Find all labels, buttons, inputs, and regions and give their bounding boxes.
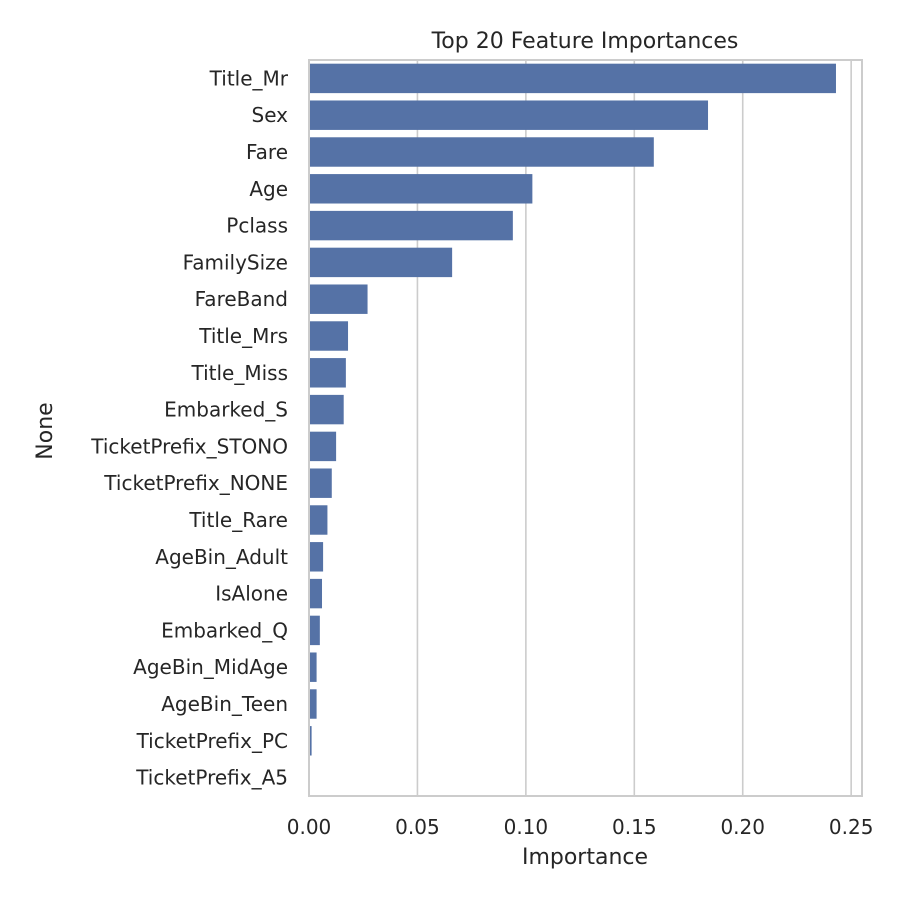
x-axis-label: Importance bbox=[522, 845, 648, 870]
bar bbox=[309, 726, 312, 756]
bar bbox=[309, 468, 332, 498]
bar bbox=[309, 578, 323, 609]
y-tick-label: Title_Miss bbox=[190, 361, 288, 385]
x-tick-label: 0.25 bbox=[829, 815, 874, 839]
bar bbox=[309, 284, 368, 314]
chart-title: Top 20 Feature Importances bbox=[431, 29, 739, 54]
y-tick-label: Embarked_Q bbox=[161, 618, 288, 642]
plot-frame bbox=[308, 59, 863, 797]
bar bbox=[309, 247, 453, 278]
bar bbox=[309, 505, 328, 535]
bar bbox=[309, 358, 346, 388]
y-tick-label: Sex bbox=[252, 103, 289, 127]
y-tick-label: IsAlone bbox=[215, 582, 288, 606]
bar bbox=[309, 689, 317, 719]
bar bbox=[309, 615, 320, 646]
x-tick-label: 0.20 bbox=[720, 815, 765, 839]
y-tick-label: AgeBin_MidAge bbox=[133, 655, 288, 679]
x-tick-label: 0.10 bbox=[504, 815, 549, 839]
y-tick-label: AgeBin_Teen bbox=[161, 692, 288, 716]
bar bbox=[309, 652, 317, 682]
bar bbox=[309, 394, 344, 425]
bar bbox=[309, 63, 836, 94]
grid-lines bbox=[308, 60, 852, 796]
bar bbox=[309, 174, 533, 204]
bars bbox=[309, 63, 836, 793]
y-tick-label: TicketPrefix_A5 bbox=[135, 766, 288, 790]
y-tick-label: TicketPrefix_NONE bbox=[103, 471, 288, 495]
y-tick-label: Embarked_S bbox=[164, 398, 288, 422]
bar bbox=[309, 431, 337, 462]
x-tick-label: 0.00 bbox=[287, 815, 332, 839]
y-tick-label: Age bbox=[249, 177, 288, 201]
bar bbox=[309, 137, 654, 167]
bar bbox=[309, 210, 513, 241]
bar bbox=[309, 100, 709, 130]
y-tick-label: FamilySize bbox=[183, 250, 288, 274]
y-tick-label: Fare bbox=[246, 140, 288, 164]
y-tick-label: FareBand bbox=[195, 287, 288, 311]
y-tick-label: TicketPrefix_STONO bbox=[90, 434, 288, 458]
x-tick-label: 0.05 bbox=[395, 815, 440, 839]
y-axis-label: None bbox=[33, 402, 58, 459]
y-tick-label: Pclass bbox=[226, 214, 288, 238]
y-tick-labels: Title_Mr Sex Fare Age Pclass FamilySize FareBa… bbox=[90, 66, 289, 789]
y-tick-label: TicketPrefix_PC bbox=[136, 729, 288, 753]
y-tick-label: AgeBin_Adult bbox=[155, 545, 288, 569]
y-tick-label: Title_Mr bbox=[209, 66, 289, 90]
y-tick-label: Title_Rare bbox=[188, 508, 288, 532]
x-tick-label: 0.15 bbox=[612, 815, 657, 839]
bar bbox=[309, 321, 349, 351]
x-tick-labels: 0.00 0.05 0.10 0.15 0.20 0.25 bbox=[287, 815, 874, 839]
bar bbox=[309, 542, 324, 572]
y-tick-label: Title_Mrs bbox=[198, 324, 288, 348]
